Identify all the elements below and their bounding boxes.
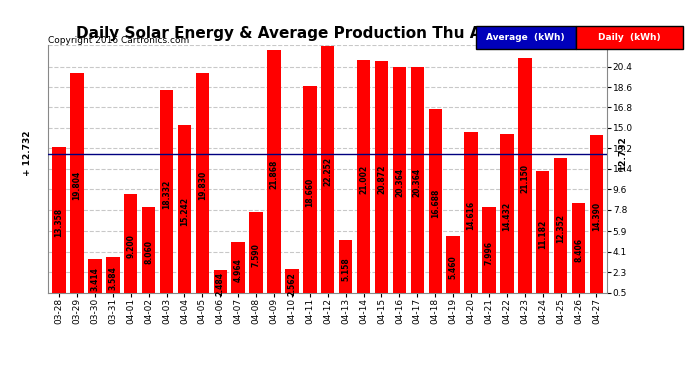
- Text: 20.364: 20.364: [413, 168, 422, 197]
- Bar: [554, 158, 567, 298]
- Text: 21.002: 21.002: [359, 164, 368, 194]
- Text: 7.590: 7.590: [252, 243, 261, 267]
- Text: 3.584: 3.584: [108, 266, 117, 290]
- Text: 8.060: 8.060: [144, 240, 153, 264]
- Bar: [357, 60, 371, 298]
- Bar: [428, 109, 442, 298]
- Text: 5.158: 5.158: [341, 257, 350, 281]
- Text: 2.562: 2.562: [288, 272, 297, 296]
- Text: 21.150: 21.150: [520, 164, 529, 193]
- Text: 9.200: 9.200: [126, 234, 135, 258]
- Text: 20.872: 20.872: [377, 165, 386, 194]
- Bar: [142, 207, 155, 298]
- Text: 18.332: 18.332: [162, 180, 171, 209]
- Bar: [231, 242, 245, 298]
- Text: 14.390: 14.390: [592, 202, 601, 231]
- Text: Daily  (kWh): Daily (kWh): [598, 33, 660, 42]
- Bar: [249, 212, 263, 298]
- Text: 19.804: 19.804: [72, 171, 81, 200]
- Bar: [285, 269, 299, 298]
- Bar: [106, 258, 119, 298]
- Bar: [70, 74, 83, 298]
- Text: 15.242: 15.242: [180, 197, 189, 226]
- Text: 7.996: 7.996: [484, 241, 493, 265]
- Text: 11.182: 11.182: [538, 220, 547, 249]
- Text: 14.616: 14.616: [466, 201, 475, 230]
- Bar: [178, 125, 191, 298]
- Text: 8.406: 8.406: [574, 238, 583, 262]
- Text: + 12.732: + 12.732: [23, 131, 32, 176]
- Text: 18.660: 18.660: [306, 178, 315, 207]
- Bar: [518, 58, 531, 298]
- Text: 4.964: 4.964: [234, 258, 243, 282]
- Title: Daily Solar Energy & Average Production Thu Apr 28 19:31: Daily Solar Energy & Average Production …: [76, 26, 580, 41]
- Text: 20.364: 20.364: [395, 168, 404, 197]
- Bar: [213, 270, 227, 298]
- Bar: [124, 194, 137, 298]
- Bar: [267, 50, 281, 298]
- Text: 3.414: 3.414: [90, 267, 99, 291]
- Text: 2.484: 2.484: [216, 272, 225, 296]
- Text: Copyright 2016 Cartronics.com: Copyright 2016 Cartronics.com: [48, 36, 190, 45]
- Bar: [339, 240, 353, 298]
- Bar: [411, 67, 424, 298]
- Bar: [88, 260, 101, 298]
- Text: 13.358: 13.358: [55, 208, 63, 237]
- Bar: [375, 61, 388, 298]
- Bar: [393, 67, 406, 298]
- Bar: [160, 90, 173, 298]
- Text: Average  (kWh): Average (kWh): [486, 33, 565, 42]
- Text: 12.352: 12.352: [556, 213, 565, 243]
- Bar: [303, 86, 317, 298]
- Bar: [572, 203, 585, 298]
- Bar: [500, 134, 513, 298]
- Text: 12.732: 12.732: [618, 136, 627, 171]
- Bar: [482, 207, 495, 298]
- Bar: [321, 45, 335, 298]
- Bar: [464, 132, 477, 298]
- Bar: [196, 73, 209, 298]
- Text: 21.868: 21.868: [270, 159, 279, 189]
- Text: 22.252: 22.252: [323, 158, 333, 186]
- Bar: [536, 171, 549, 298]
- Bar: [590, 135, 603, 298]
- Bar: [446, 236, 460, 298]
- Text: 19.830: 19.830: [198, 171, 207, 200]
- Text: 14.432: 14.432: [502, 202, 511, 231]
- Text: 16.688: 16.688: [431, 189, 440, 218]
- Text: 5.460: 5.460: [448, 255, 457, 279]
- Bar: [52, 147, 66, 298]
